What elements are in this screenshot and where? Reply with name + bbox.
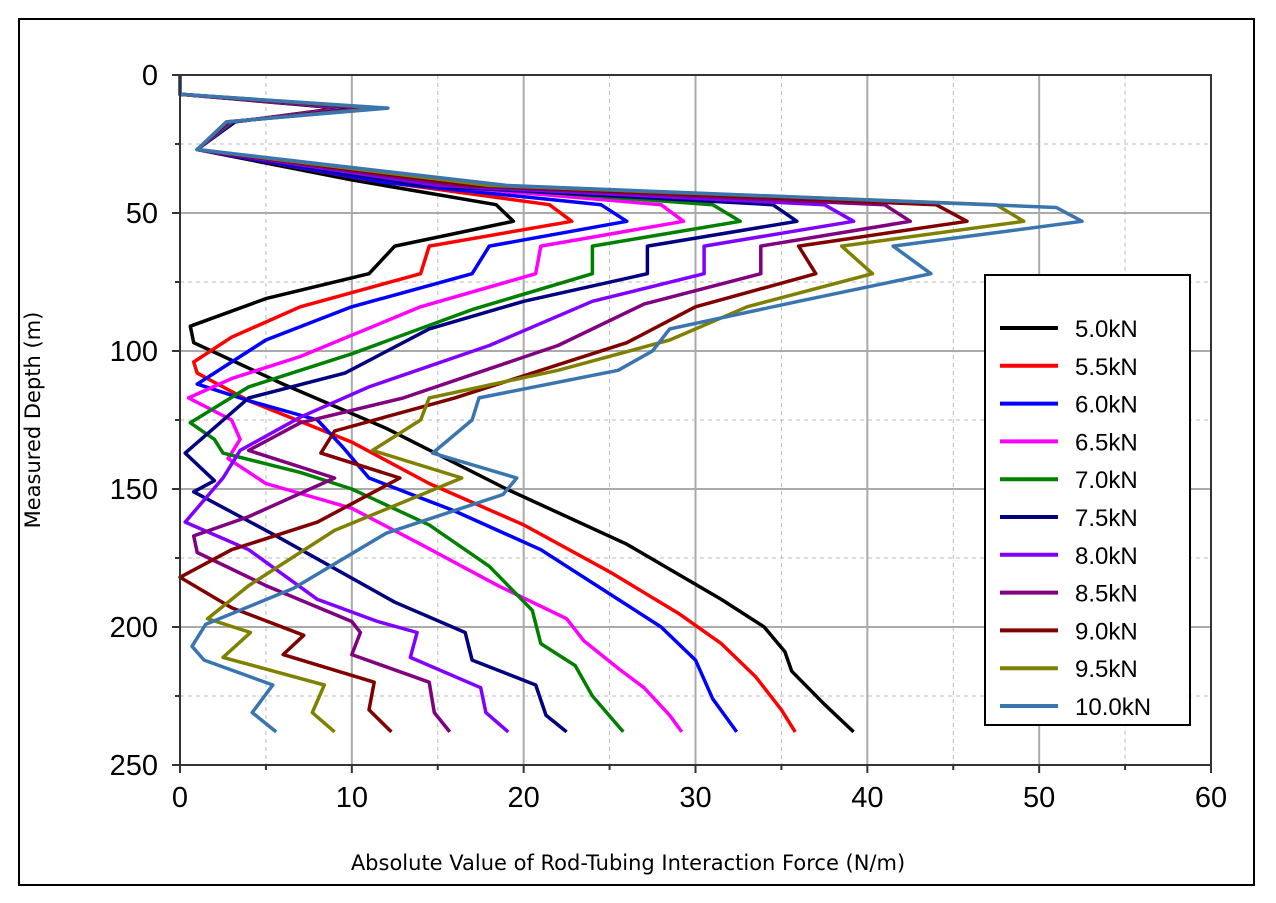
series-line-8.5kN [178,75,913,733]
series-lines [178,75,1084,734]
legend-label: 7.5kN [1075,505,1138,532]
y-tick-label: 0 [142,60,158,92]
ticks: 0 10 20 30 40 50 60 0 50 100 150 200 250 [110,60,1228,814]
legend: 5.0kN 5.5kN 6.0kN 6.5kN 7.0kN 7.5kN 8.0kN 8.5kN… [984,274,1191,726]
y-tick-label: 200 [110,612,158,644]
legend-label: 8.5kN [1075,581,1138,608]
legend-label: 8.0kN [1075,543,1138,570]
x-tick-label: 20 [508,782,540,814]
y-tick-label: 250 [110,750,158,782]
legend-label: 6.5kN [1075,429,1138,456]
figure-frame [18,18,1255,886]
x-tick-label: 60 [1195,782,1227,814]
y-tick-label: 50 [126,198,158,230]
y-axis-title: Measured Depth (m) [21,312,45,529]
series-line-5.5kN [178,75,797,733]
legend-label: 9.0kN [1075,618,1138,645]
x-tick-label: 0 [172,782,188,814]
x-tick-label: 30 [679,782,711,814]
series-line-6.0kN [178,75,739,733]
y-tick-label: 150 [110,474,158,506]
series-line-5.0kN [178,75,855,734]
y-tick-label: 100 [110,336,158,368]
series-line-9.5kN [178,75,1026,734]
x-tick-label: 40 [851,782,883,814]
legend-label: 10.0kN [1075,694,1151,721]
legend-label: 5.5kN [1075,354,1138,381]
legend-label: 7.0kN [1075,467,1138,494]
x-tick-label: 10 [336,782,368,814]
series-line-8.0kN [178,75,856,734]
series-line-9.0kN [178,75,969,734]
legend-label: 6.0kN [1075,392,1138,419]
x-tick-label: 50 [1023,782,1055,814]
series-line-10.0kN [178,75,1084,734]
legend-label: 9.5kN [1075,656,1138,683]
x-axis-title: Absolute Value of Rod-Tubing Interaction… [351,851,905,875]
legend-label: 5.0kN [1075,316,1138,343]
